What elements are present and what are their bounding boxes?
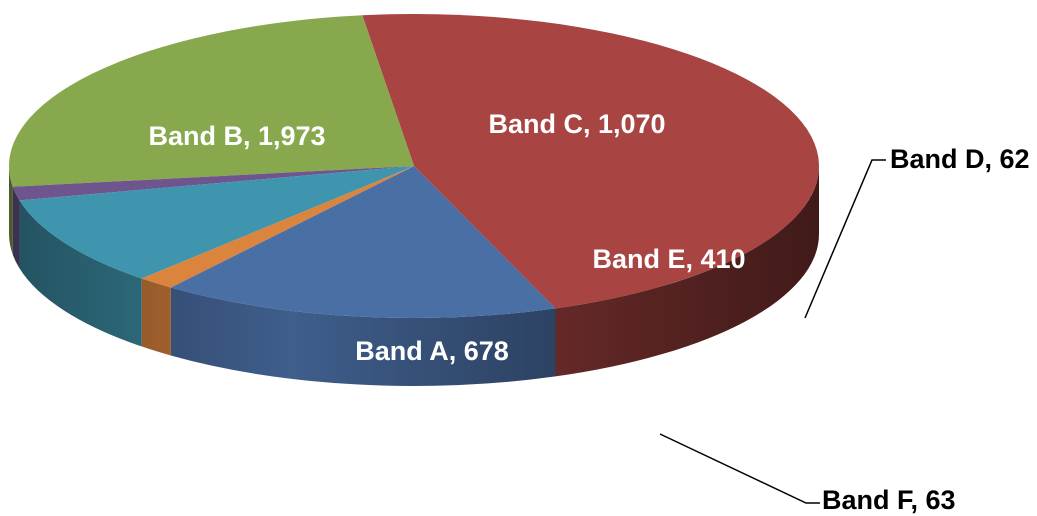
pie-side-band-f [141, 278, 171, 356]
pie-side-band-d [12, 186, 20, 269]
pie-side-band-c [9, 166, 13, 255]
pie-sides [9, 166, 819, 387]
pie-slice-band-b [362, 13, 820, 309]
pie-slice-band-e [19, 166, 414, 279]
data-label-band-c: Band C, 1,070 [488, 109, 665, 139]
pie-tops [9, 13, 820, 319]
data-label-band-f: Band F, 63 [822, 485, 956, 515]
pie-slice-band-c [9, 15, 415, 187]
pie-side-band-a [170, 287, 556, 387]
data-label-band-a: Band A, 678 [355, 336, 509, 366]
data-label-band-b: Band B, 1,973 [148, 121, 325, 151]
leader-line-band-d [804, 159, 886, 319]
leader-line-band-f [659, 433, 820, 504]
pie-side-band-b [555, 166, 819, 377]
leader-lines [659, 159, 886, 504]
data-label-band-e: Band E, 410 [592, 244, 745, 274]
pie-side-band-e [19, 200, 142, 347]
pie-slice-band-a [170, 166, 556, 319]
data-label-band-d: Band D, 62 [890, 144, 1030, 174]
pie-slice-band-f [141, 166, 414, 288]
pie-slice-band-d [12, 166, 414, 201]
